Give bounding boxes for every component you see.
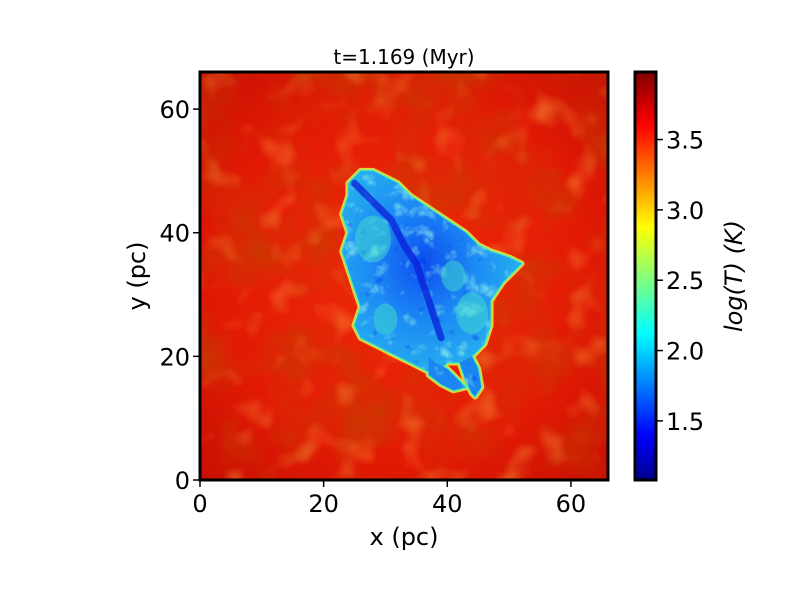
x-tick-label: 60 xyxy=(556,490,587,518)
cloud-central-filament xyxy=(351,179,445,342)
colorbar-tick-label: 3.0 xyxy=(666,197,704,225)
cloud-warm-pocket xyxy=(441,260,466,292)
colorbar xyxy=(633,70,658,482)
y-tick-label: 0 xyxy=(175,467,190,495)
y-axis-label: y (pc) xyxy=(123,242,151,311)
plot-area xyxy=(200,72,608,480)
cloud-warm-pocket xyxy=(355,215,392,263)
x-tick-label: 0 xyxy=(192,490,207,518)
colorbar-ticks: 1.5 2.0 2.5 3.0 3.5 xyxy=(656,127,704,436)
y-tick-label: 40 xyxy=(159,220,190,248)
cloud-warm-pocket xyxy=(373,303,398,335)
plot-frame xyxy=(198,70,610,482)
colorbar-tick-label: 2.5 xyxy=(666,267,704,295)
x-tick-label: 20 xyxy=(308,490,339,518)
y-tick-label: 60 xyxy=(159,96,190,124)
colorbar-label: log(T) (K) xyxy=(720,220,748,332)
colorbar-tick-label: 3.5 xyxy=(666,127,704,155)
y-axis-ticks: 0 20 40 60 xyxy=(159,96,200,495)
y-tick-label: 20 xyxy=(159,343,190,371)
colorbar-tick-label: 2.0 xyxy=(666,338,704,366)
x-tick-label: 40 xyxy=(432,490,463,518)
x-axis-label: x (pc) xyxy=(370,523,439,551)
chart-title: t=1.169 (Myr) xyxy=(333,45,474,69)
cloud-warm-pocket xyxy=(456,292,488,334)
x-axis-ticks: 0 20 40 60 xyxy=(192,480,586,518)
colorbar-tick-label: 1.5 xyxy=(666,408,704,436)
